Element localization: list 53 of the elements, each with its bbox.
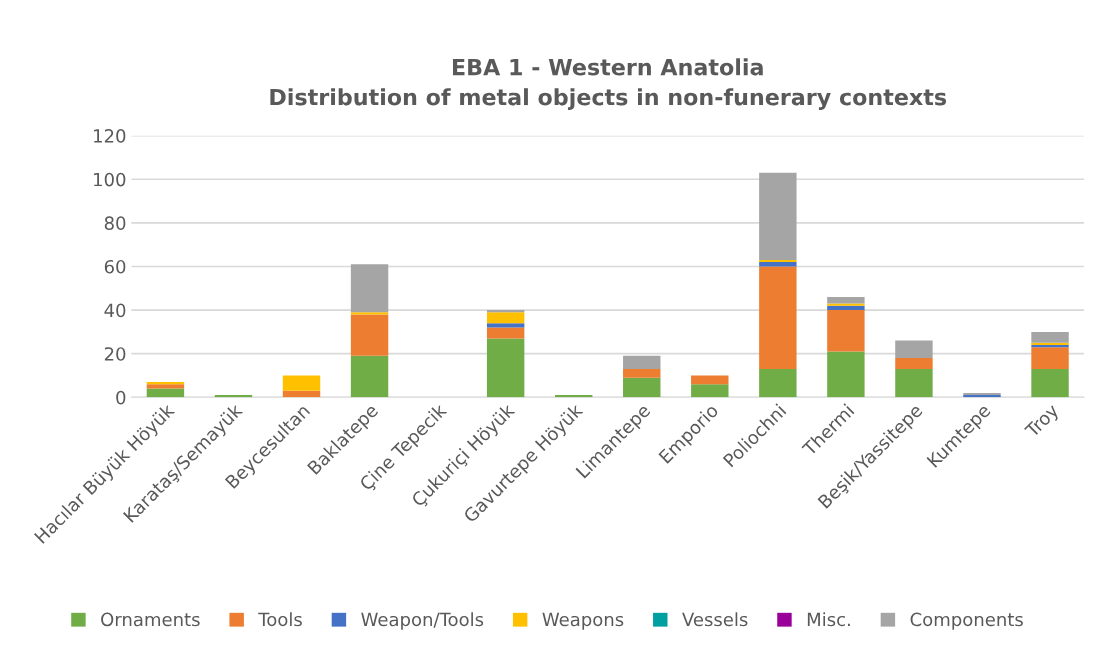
bar	[759, 172, 797, 260]
bar	[486, 327, 525, 339]
bar	[759, 259, 797, 263]
bar	[1031, 331, 1069, 343]
bar	[214, 395, 253, 398]
y-tick-label: 80	[104, 216, 126, 230]
x-tick-label: Troy	[1024, 402, 1062, 441]
bar	[827, 351, 865, 398]
legend-label: Weapon/Tools	[361, 612, 484, 630]
bar	[486, 310, 525, 313]
y-tick-label: 120	[94, 129, 126, 143]
chart-title: EBA 1 - Western Anatolia Distribution of metal objects in non-funerary contexts	[270, 58, 947, 110]
bar	[827, 303, 865, 306]
bar	[486, 338, 525, 398]
bar	[691, 375, 729, 385]
bar	[350, 314, 389, 356]
bar	[350, 312, 389, 315]
bar	[759, 368, 797, 398]
bar	[759, 266, 797, 369]
y-tick-label: 60	[104, 259, 126, 274]
bar	[350, 355, 389, 398]
y-tick-label: 100	[94, 172, 126, 187]
bar	[623, 377, 661, 398]
bar	[282, 375, 321, 391]
bar	[827, 305, 865, 311]
bar	[827, 310, 865, 352]
bar	[895, 368, 933, 398]
y-tick-label: 20	[104, 347, 126, 361]
bar	[486, 312, 525, 324]
bar	[759, 262, 797, 267]
legend-label: Tools	[258, 612, 302, 627]
bar	[895, 340, 933, 359]
bar	[1031, 347, 1069, 369]
bar	[282, 390, 321, 398]
bar	[827, 297, 865, 304]
legend-label: Misc.	[807, 612, 850, 627]
bar	[146, 388, 185, 398]
bar	[623, 368, 661, 378]
bar	[1031, 368, 1069, 398]
bar	[895, 358, 933, 369]
legend-label: Weapons	[542, 612, 624, 630]
bar	[146, 382, 185, 385]
legend-label: Ornaments	[101, 612, 200, 627]
y-tick-label: 40	[104, 303, 126, 318]
bar	[486, 323, 525, 328]
bar	[623, 355, 661, 369]
y-tick-label: 0	[116, 390, 126, 405]
bar	[691, 384, 729, 398]
bar	[146, 384, 185, 389]
legend-label: Components	[910, 612, 1023, 630]
legend-label: Vessels	[682, 612, 748, 627]
bar	[350, 264, 389, 313]
bar	[554, 395, 593, 398]
